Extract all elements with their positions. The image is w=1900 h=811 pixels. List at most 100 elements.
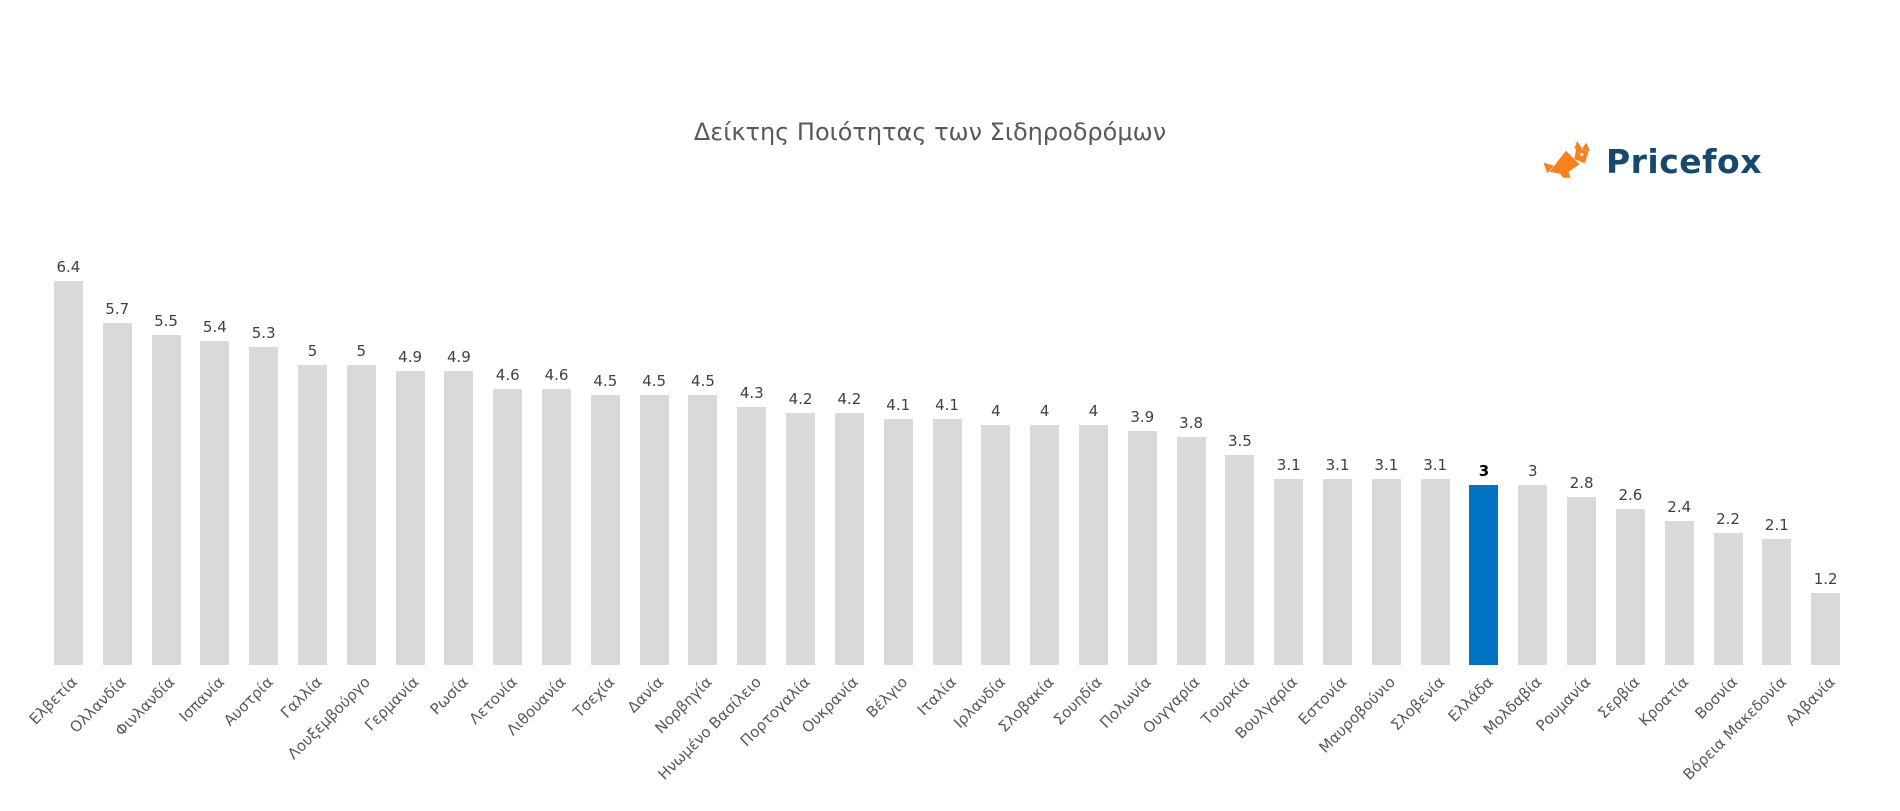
bar-value-label: 3.1 — [1374, 456, 1399, 474]
bar — [102, 323, 132, 665]
bar — [444, 371, 474, 665]
category-label-cell: Βόρεια Μακεδονία — [1679, 665, 1801, 805]
bar-column: 5.7 — [93, 300, 142, 665]
bar-column: 5.5 — [142, 312, 191, 665]
bar-column: 3.8 — [1167, 414, 1216, 665]
category-label-cell: Γερμανία — [361, 665, 435, 805]
category-label-cell: Τσεχία — [570, 665, 630, 805]
bar-value-label: 4.5 — [593, 372, 618, 390]
bar-value-label: 5.7 — [105, 300, 130, 318]
bar-value-label: 4.2 — [837, 390, 862, 408]
category-label-cell: Λουξεμβούργο — [284, 665, 386, 805]
bar-column: 4.6 — [483, 366, 532, 665]
bar-column: 4.9 — [435, 348, 484, 665]
bar — [200, 341, 230, 665]
bar — [1567, 497, 1597, 665]
bar-value-label: 3.1 — [1423, 456, 1448, 474]
bar-column: 3.1 — [1362, 456, 1411, 665]
bar-column: 3 — [1508, 462, 1557, 665]
bar-value-label: 4.5 — [642, 372, 667, 390]
bar — [737, 407, 767, 665]
bar-value-label: 5.5 — [154, 312, 178, 330]
bar-value-label: 3.1 — [1276, 456, 1301, 474]
category-label-cell: Βέλγιο — [863, 665, 923, 805]
category-label-cell: Πορτογαλία — [736, 665, 825, 805]
bar-column: 1.2 — [1801, 570, 1850, 665]
bar-column: 4.6 — [532, 366, 581, 665]
bar-column: 4.5 — [679, 372, 728, 665]
category-label-cell: Ολλανδία — [66, 665, 142, 805]
category-label-cell: Ρωσία — [426, 665, 484, 805]
bar — [1664, 521, 1694, 665]
bar — [1323, 479, 1353, 665]
bar-value-label: 5.4 — [202, 318, 227, 336]
bar — [1371, 479, 1401, 665]
category-label-cell: Λιθουανία — [503, 665, 581, 805]
bar — [932, 419, 962, 665]
bar-value-label: 4.9 — [446, 348, 471, 366]
bar — [1176, 437, 1206, 665]
bar-value-label: 5 — [307, 342, 318, 360]
bar-value-label: 3.9 — [1130, 408, 1155, 426]
logo-text: Pricefox — [1605, 141, 1762, 181]
bar-column: 4.1 — [874, 396, 923, 665]
pricefox-logo: Pricefox — [1542, 138, 1762, 184]
bar-column: 2.8 — [1557, 474, 1606, 665]
bar — [1420, 479, 1450, 665]
bar-value-label: 2.6 — [1618, 486, 1643, 504]
bar — [639, 395, 669, 665]
bar-value-label: 3.1 — [1325, 456, 1350, 474]
labels-row: Ελβετία Ολλανδία Φινλανδία Ισπανία Αυστρία Γα… — [26, 665, 1850, 805]
bar-value-label: 2.8 — [1569, 474, 1594, 492]
bar-value-label: 2.1 — [1764, 516, 1789, 534]
bar-value-label: 2.2 — [1716, 510, 1740, 528]
bar — [786, 413, 816, 665]
category-label-cell: Ελβετία — [26, 665, 93, 805]
category-label-cell: Ιταλία — [914, 665, 972, 805]
category-label-cell: Αυστρία — [220, 665, 288, 805]
category-label: Δανία — [623, 673, 667, 717]
bar-value-label: 5 — [356, 342, 367, 360]
category-label-cell: Ιρλανδία — [950, 665, 1020, 805]
bar — [834, 413, 864, 665]
bars-row: 6.4 5.7 5.5 5.4 5.3 5 5 4.9 4.9 4.6 4.6 4.5 4.5 4.5 4.… — [44, 242, 1850, 665]
category-label-cell: Σλοβενία — [1387, 665, 1460, 805]
bar — [1811, 593, 1841, 665]
bar-value-label: 4.2 — [788, 390, 813, 408]
category-label-cell: Σουηδία — [1050, 665, 1118, 805]
bar-column: 6.4 — [44, 258, 93, 665]
bar-value-label: 3 — [1478, 462, 1490, 480]
bar — [542, 389, 572, 665]
bar — [493, 389, 523, 665]
bar-column: 3.9 — [1118, 408, 1167, 665]
bar-column: 3.1 — [1313, 456, 1362, 665]
category-label-cell: Σερβία — [1594, 665, 1655, 805]
bar-value-label: 6.4 — [56, 258, 81, 276]
bar — [1030, 425, 1060, 665]
bar-highlighted — [1469, 485, 1499, 665]
bar-column: 4.5 — [630, 372, 679, 665]
bar — [981, 425, 1011, 665]
category-label-cell: Αλβανία — [1782, 665, 1850, 805]
bar-column: 5.3 — [239, 324, 288, 665]
bar-column: 3.5 — [1216, 432, 1265, 665]
category-label-cell: Κροατία — [1635, 665, 1704, 805]
bar — [53, 281, 83, 665]
bar-value-label: 4.6 — [495, 366, 520, 384]
bar-value-label: 4 — [991, 402, 1001, 420]
bar-column: 2.6 — [1606, 486, 1655, 665]
bar — [590, 395, 620, 665]
bar — [883, 419, 913, 665]
bar — [688, 395, 718, 665]
bar-column: 3.1 — [1411, 456, 1460, 665]
bar-value-label: 4.3 — [739, 384, 764, 402]
category-label-cell: Ισπανία — [175, 665, 239, 805]
bar-column: 4 — [971, 402, 1020, 665]
bar — [1518, 485, 1548, 665]
bar — [1713, 533, 1743, 665]
category-label-cell: Φινλανδία — [112, 665, 191, 805]
bar — [1762, 539, 1792, 665]
bar-column: 4.1 — [923, 396, 972, 665]
bar — [1225, 455, 1255, 665]
